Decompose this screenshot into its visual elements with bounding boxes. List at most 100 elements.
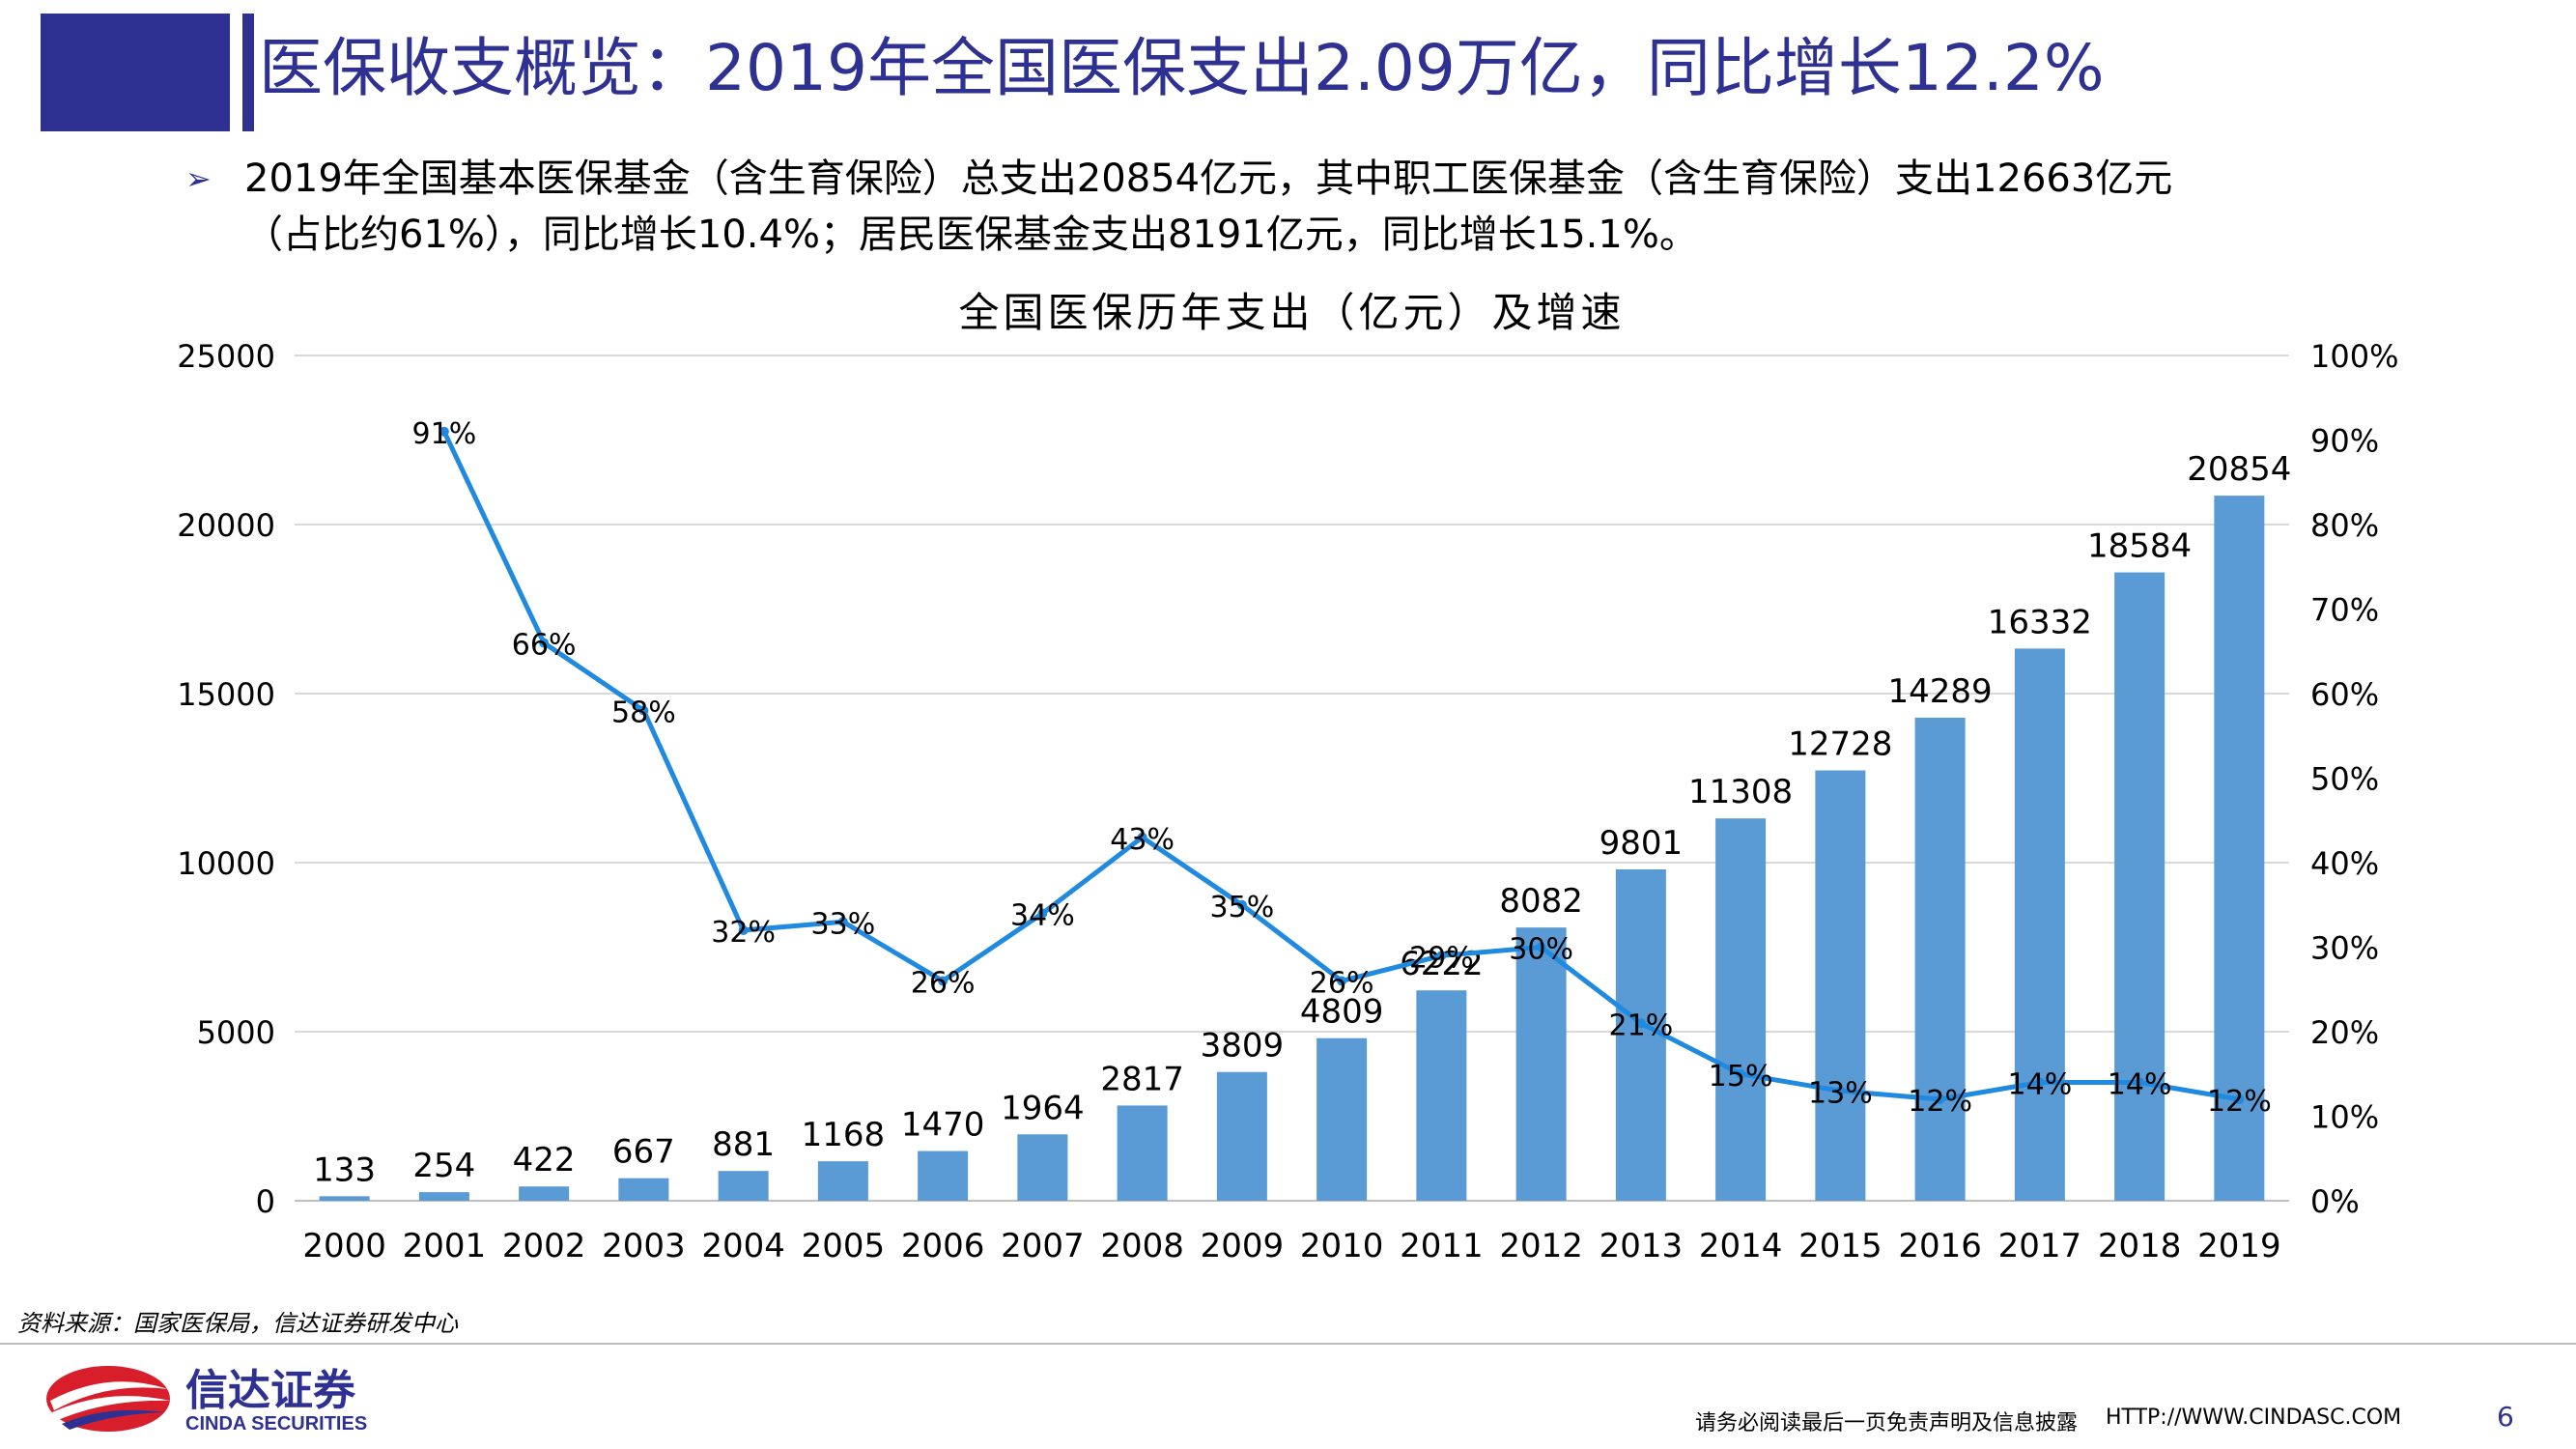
expenditure-chart: 全国医保历年支出（亿元）及增速 0 5000 10000 15000 20000 25000… xyxy=(177,289,2398,1265)
growth-rate-label: 91% xyxy=(412,417,477,451)
x-axis-tick: 2017 xyxy=(1998,1227,2082,1265)
page-number: 6 xyxy=(2497,1401,2514,1433)
bar xyxy=(1615,868,1666,1201)
right-axis-tick: 80% xyxy=(2310,507,2379,544)
left-axis-tick: 10000 xyxy=(177,845,275,882)
bar xyxy=(1416,990,1467,1201)
website-link[interactable]: HTTP://WWW.CINDASC.COM xyxy=(2106,1406,2402,1430)
bar-value-label: 881 xyxy=(712,1125,775,1164)
bar-value-label: 18584 xyxy=(2087,527,2192,566)
source-note: 资料来源：国家医保局，信达证券研发中心 xyxy=(17,1310,458,1337)
bar xyxy=(1316,1037,1368,1201)
bar-value-label: 1168 xyxy=(802,1116,886,1154)
x-axis-tick: 2019 xyxy=(2197,1227,2281,1265)
growth-rate-label: 21% xyxy=(1609,1009,1674,1042)
growth-rate-label: 29% xyxy=(1409,941,1474,975)
bar xyxy=(2014,648,2065,1201)
bar xyxy=(1515,927,1567,1201)
bar-value-label: 12728 xyxy=(1788,725,1892,764)
x-axis-tick: 2009 xyxy=(1201,1227,1285,1265)
x-axis-tick: 2013 xyxy=(1599,1227,1684,1265)
growth-rate-point xyxy=(1236,899,1247,910)
bar xyxy=(418,1192,469,1201)
growth-rate-point xyxy=(638,705,649,716)
left-axis-tick: 20000 xyxy=(177,507,275,544)
x-axis-tick: 2001 xyxy=(403,1227,487,1265)
cinda-logo-mark xyxy=(46,1366,170,1432)
title-decoration-block xyxy=(41,14,230,131)
right-axis-tick: 20% xyxy=(2310,1014,2379,1051)
growth-rate-label: 66% xyxy=(512,629,577,663)
arrow-right-icon: ➢ xyxy=(185,160,212,197)
bar-value-label: 8082 xyxy=(1499,882,1583,921)
growth-rate-label: 14% xyxy=(2008,1068,2073,1102)
left-axis-tick: 5000 xyxy=(197,1014,275,1051)
bar xyxy=(1715,818,1767,1201)
bar-value-label: 9801 xyxy=(1599,824,1684,863)
growth-rate-point xyxy=(1037,908,1048,919)
bar-value-label: 14289 xyxy=(1888,672,1993,711)
x-axis-tick: 2015 xyxy=(1798,1227,1882,1265)
bar-value-label: 3809 xyxy=(1201,1027,1285,1065)
bullet-line-2: （占比约61%），同比增长10.4%；居民医保基金支出8191亿元，同比增长15… xyxy=(244,213,1698,257)
right-axis-tick: 30% xyxy=(2310,930,2379,967)
bar-value-label: 133 xyxy=(313,1151,376,1189)
growth-rate-point xyxy=(2034,1077,2045,1088)
growth-rate-label: 43% xyxy=(1110,823,1175,857)
x-axis-tick: 2018 xyxy=(2098,1227,2182,1265)
title-accent-bar xyxy=(242,14,254,131)
growth-rate-label: 26% xyxy=(911,967,976,1001)
x-axis-tick: 2006 xyxy=(901,1227,985,1265)
growth-rate-point xyxy=(738,925,749,935)
bar xyxy=(817,1161,868,1201)
right-axis-tick: 70% xyxy=(2310,592,2379,629)
footer-divider xyxy=(0,1343,2576,1345)
growth-rate-label: 30% xyxy=(1509,933,1573,967)
x-axis-tick: 2005 xyxy=(802,1227,886,1265)
growth-rate-point xyxy=(439,426,449,437)
bar-value-label: 254 xyxy=(412,1147,475,1185)
bar-value-label: 422 xyxy=(513,1141,576,1179)
left-axis-tick: 15000 xyxy=(177,676,275,713)
growth-rate-label: 15% xyxy=(1709,1060,1773,1094)
growth-rate-point xyxy=(1436,951,1447,961)
chart-title: 全国医保历年支出（亿元）及增速 xyxy=(958,289,1625,336)
growth-rate-label: 14% xyxy=(2108,1068,2172,1102)
growth-rate-label: 12% xyxy=(1908,1085,1972,1119)
bar-value-label: 2817 xyxy=(1100,1060,1184,1098)
right-axis-tick: 50% xyxy=(2310,761,2379,798)
growth-rate-point xyxy=(2135,1077,2145,1088)
x-axis-tick: 2000 xyxy=(302,1227,386,1265)
growth-rate-point xyxy=(1337,976,1347,986)
bar xyxy=(1117,1105,1168,1201)
x-axis-tick: 2014 xyxy=(1699,1227,1783,1265)
disclaimer: 请务必阅读最后一页免责声明及信息披露 xyxy=(1695,1411,2079,1435)
left-axis-tick: 25000 xyxy=(177,338,275,375)
growth-rate-label: 13% xyxy=(1808,1076,1873,1110)
right-axis-tick: 10% xyxy=(2310,1099,2379,1136)
logo-name: 信达证券 xyxy=(185,1366,356,1415)
growth-rate-point xyxy=(1635,1018,1646,1029)
bar-value-label: 667 xyxy=(612,1133,675,1172)
bar xyxy=(1216,1071,1267,1201)
x-axis-tick: 2004 xyxy=(701,1227,785,1265)
growth-rate-point xyxy=(1536,942,1546,952)
growth-rate-label: 35% xyxy=(1210,891,1275,924)
bar-value-label: 4809 xyxy=(1300,993,1384,1032)
bar xyxy=(918,1151,969,1201)
growth-rate-point xyxy=(1835,1086,1846,1096)
growth-rate-point xyxy=(1736,1068,1746,1079)
bar xyxy=(618,1178,669,1201)
x-axis-tick: 2010 xyxy=(1300,1227,1384,1265)
bar-value-label: 11308 xyxy=(1688,773,1793,811)
right-axis-tick: 100% xyxy=(2310,338,2398,375)
x-axis-tick: 2002 xyxy=(502,1227,586,1265)
bar xyxy=(519,1186,570,1201)
growth-rate-point xyxy=(938,976,948,986)
growth-rate-label: 26% xyxy=(1310,967,1374,1001)
growth-rate-point xyxy=(1935,1094,1945,1104)
right-axis-tick: 40% xyxy=(2310,845,2379,882)
x-axis-tick: 2008 xyxy=(1100,1227,1184,1265)
bar xyxy=(718,1171,769,1201)
bar-value-label: 1964 xyxy=(1001,1089,1085,1127)
